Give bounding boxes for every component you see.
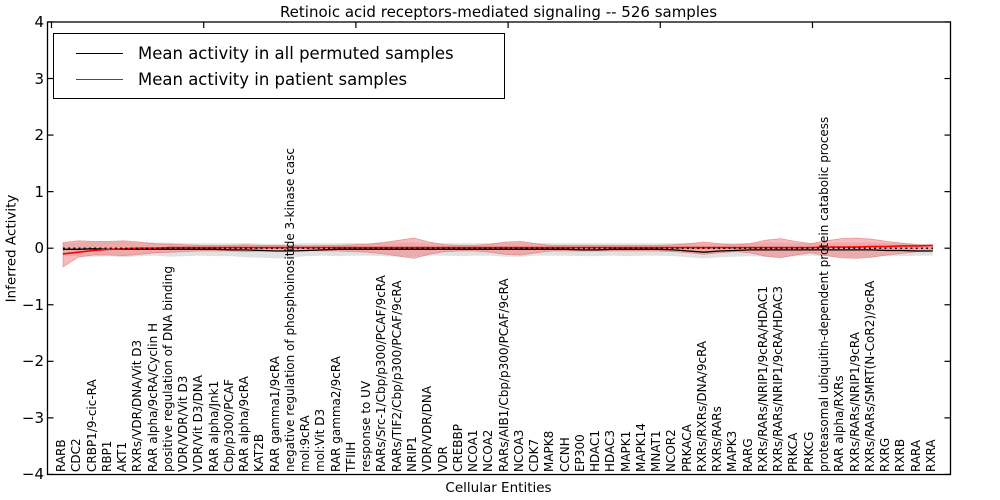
x-tick-label: VDR/VDR/Vit D3 [176,375,191,472]
patient-mean-line [62,244,933,255]
x-tick-label: mol:Vit D3 [313,408,328,472]
permuted-mean-line [63,248,933,253]
x-tick-label: VDR/VDR/DNA [420,385,435,472]
x-tick-label: NCOA1 [466,429,481,472]
legend: Mean activity in all permuted samples Me… [53,33,505,99]
x-tick-label: NCOR2 [664,429,679,472]
x-tick-label: RAR alpha/9cRA [237,376,252,472]
x-tick-label: VDR [435,446,450,472]
x-tick-label: RXRA [923,439,938,472]
legend-entry-patient: Mean activity in patient samples [76,70,504,89]
x-tick-label: RXRG [878,437,893,472]
x-tick-label: AKT1 [115,441,130,472]
x-tick-label: RAR alpha/Jnk1 [206,380,221,472]
legend-line-permuted-icon [76,52,123,54]
x-tick-label: RXRs/RARs/NRIP1/9cRA [847,332,862,472]
x-tick-label: VDR/Vit D3/DNA [191,375,206,472]
x-tick-label: MAPK8 [542,430,557,472]
x-tick-label: RXRs/RXRs/DNA/9cRA [694,340,709,472]
x-tick-label: CREBBP [450,424,465,472]
legend-line-patient-icon [76,78,123,80]
x-tick-label: MAPK3 [725,430,740,472]
x-tick-label: MAPK1 [618,430,633,472]
x-tick-label: MNAT1 [649,430,664,472]
x-tick-label: RARA [908,439,923,472]
x-tick-label: EP300 [572,434,587,472]
x-tick-label: PRKCA [786,432,801,472]
legend-label-patient: Mean activity in patient samples [138,69,408,89]
y-tick-label: −2 [21,352,44,371]
x-tick-label: MAPK14 [633,423,648,472]
x-axis-label: Cellular Entities [445,480,552,496]
x-tick-label: RARs/AIB1/Cbp/p300/PCAF/9cRA [496,278,511,472]
x-tick-label: RARs/Src-1/Cbp/p300/PCAF/9cRA [374,275,389,472]
x-tick-label: RBP1 [99,440,114,472]
x-tick-label: RARB [54,439,68,472]
x-tick-label: NCOA3 [511,429,526,472]
x-tick-label: negative regulation of phosphoinositide … [282,148,297,472]
y-tick-label: 2 [34,126,44,145]
x-tick-label: TFIIH [343,441,358,472]
x-tick-label: RXRs/RARs/NRIP1/9cRA/HDAC3 [771,285,786,472]
x-tick-label: RAR alpha/RXRs [832,375,847,472]
x-tick-label: PRKCG [801,431,816,472]
x-tick-label: RXRs/RARs [710,406,725,472]
x-tick-label: proteasomal ubiquitin-dependent protein … [817,116,831,472]
legend-entry-permuted: Mean activity in all permuted samples [76,44,504,63]
x-tick-label: RXRs/RARs/NRIP1/9cRA/HDAC1 [755,285,770,472]
y-tick-label: −3 [21,408,44,427]
x-tick-label: Cbp/p300/PCAF [221,379,236,472]
y-tick-label: 3 [34,69,44,88]
y-tick-label: −1 [21,295,44,314]
x-tick-label: RARG [740,438,755,472]
legend-label-permuted: Mean activity in all permuted samples [138,43,454,63]
x-tick-label: NCOA2 [481,429,496,472]
x-tick-label: KAT2B [252,433,267,472]
x-tick-label: RXRs/VDR/DNA/Vit D3 [130,339,145,472]
x-tick-label: CDK7 [527,438,542,472]
x-tick-label: CCNH [557,437,572,472]
x-tick-label: RXRs/RARs/SMRT(N-CoR2)/9cRA [862,280,877,472]
x-tick-label: response to UV [359,380,374,472]
x-tick-label: NRIP1 [404,436,419,472]
x-tick-label: PRKACA [679,424,694,472]
x-tick-label: mol:9cRA [298,415,313,472]
y-tick-label: 0 [34,239,44,258]
x-tick-label: RAR gamma1/9cRA [267,356,282,472]
x-tick-label: positive regulation of DNA binding [160,266,175,472]
chart-title: Retinoic acid receptors-mediated signali… [279,3,718,21]
y-tick-label: −4 [21,465,44,484]
x-tick-label: CDC2 [69,438,84,472]
x-tick-label: RXRB [893,438,908,472]
x-tick-label: RARs/TIF2/Cbp/p300/PCAF/9cRA [389,280,404,472]
y-tick-label: 4 [34,12,44,31]
x-tick-label: RAR alpha/9cRA/Cyclin H [145,322,160,472]
x-tick-label: CRBP1/9-cic-RA [84,379,99,472]
x-tick-label: HDAC1 [588,429,603,472]
x-tick-label: HDAC3 [603,429,618,472]
x-tick-label: RAR gamma2/9cRA [328,356,343,472]
y-tick-label: 1 [34,182,44,201]
